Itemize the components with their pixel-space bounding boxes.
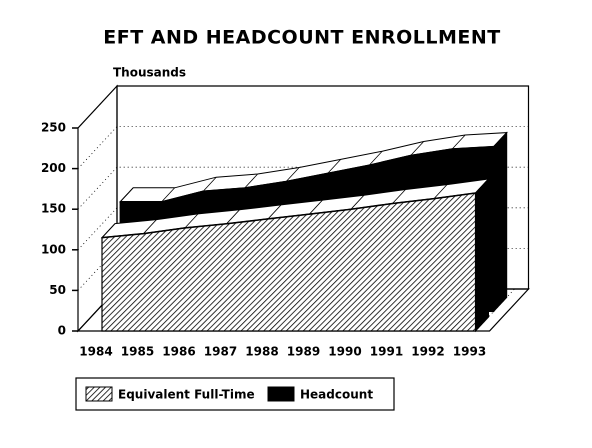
y-tick-label: 150 [41, 202, 66, 216]
y-tick-label: 200 [41, 161, 66, 175]
legend-label: Headcount [300, 388, 373, 402]
y-tick-label: 50 [49, 283, 66, 297]
area-side [493, 131, 508, 313]
legend-swatch [267, 386, 295, 402]
x-tick-label: 1985 [121, 345, 154, 359]
x-tick-label: 1987 [204, 345, 237, 359]
x-tick-label: 1988 [245, 345, 278, 359]
grid-line [77, 85, 529, 129]
top-edge [202, 176, 217, 192]
y-axis-label: Thousands [113, 66, 186, 80]
legend: Equivalent Full-Time Headcount [85, 386, 373, 402]
top-edge [143, 219, 157, 234]
legend-box [75, 377, 395, 411]
top-edge [309, 199, 323, 215]
area-line [120, 145, 494, 203]
x-tick-label: 1984 [79, 345, 112, 359]
x-tick-label: 1989 [287, 345, 320, 359]
top-edge [451, 134, 466, 150]
top-edge [368, 150, 383, 166]
legend-label: Equivalent Full-Time [118, 388, 255, 402]
top-edge [226, 209, 240, 225]
x-tick-label: 1991 [370, 345, 403, 359]
y-tick-label: 250 [41, 121, 66, 135]
top-edge [161, 187, 175, 203]
top-edge [101, 223, 116, 238]
top-edge [119, 187, 134, 203]
chart-title: EFT AND HEADCOUNT ENROLLMENT [103, 27, 501, 49]
top-edge [327, 159, 341, 174]
y-tick-label: 100 [41, 242, 66, 256]
x-tick-label: 1990 [328, 345, 361, 359]
top-edge [285, 167, 300, 182]
x-tick-label: 1993 [453, 345, 486, 359]
top-edge [392, 189, 406, 204]
y-tick-label: 0 [58, 324, 66, 338]
top-edge [410, 141, 424, 156]
legend-swatch [85, 386, 113, 402]
top-edge [350, 194, 365, 210]
x-tick-label: 1992 [411, 345, 444, 359]
top-edge [433, 184, 448, 199]
top-edge [267, 204, 282, 220]
area-side [475, 177, 489, 333]
top-edge [184, 213, 199, 229]
area-line [101, 192, 476, 239]
top-edge [244, 173, 258, 189]
x-tick-label: 1986 [162, 345, 195, 359]
